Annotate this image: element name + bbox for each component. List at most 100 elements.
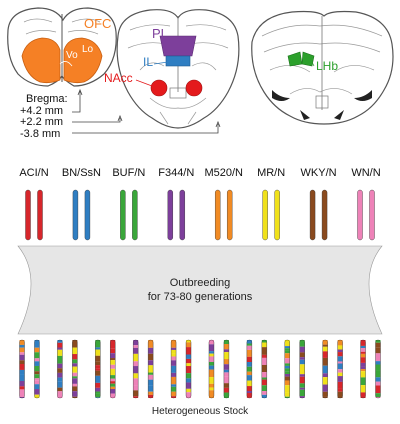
- brain-section-posterior: [251, 10, 394, 125]
- hs-chromosome-segment: [133, 366, 139, 374]
- hs-chromosome-segment: [337, 369, 343, 373]
- hs-chromosome-segment: [19, 386, 25, 390]
- hs-chromosome-segment: [284, 353, 290, 359]
- hs-chromosome-segment: [72, 359, 78, 364]
- hs-chromosome-segment: [223, 387, 229, 393]
- hs-chromosome-segment: [360, 377, 366, 386]
- hs-chromosome-segment: [110, 378, 116, 382]
- hs-chromosome-segment: [360, 385, 366, 393]
- nacc-region-right: [185, 79, 203, 97]
- strain-chromosome: [84, 189, 91, 241]
- ofc-region-left: [21, 37, 61, 84]
- hs-chromosome-segment: [57, 372, 63, 378]
- strain-label: F344/N: [158, 167, 194, 179]
- strain-chromosome: [369, 189, 375, 241]
- hs-chromosome-segment: [186, 340, 192, 343]
- pl-label: PL: [152, 26, 168, 41]
- hs-chromosome-segment: [57, 387, 63, 392]
- lo-label: Lo: [82, 44, 94, 55]
- hs-chromosome-segment: [322, 391, 328, 397]
- hs-chromosome-segment: [360, 348, 366, 352]
- hs-chromosome-segment: [360, 362, 366, 367]
- lhb-label: LHb: [316, 59, 338, 73]
- hs-chromosome: [110, 339, 116, 399]
- hs-chromosome-segment: [57, 347, 63, 350]
- hs-chromosome-segment: [110, 358, 116, 361]
- hs-chromosome-segment: [375, 377, 381, 382]
- hs-chromosome-segment: [322, 357, 328, 366]
- hs-chromosome-segment: [246, 340, 252, 344]
- hs-chromosome-segment: [72, 354, 78, 360]
- hs-chromosome-segment: [72, 376, 78, 379]
- hs-chromosome-segment: [208, 390, 214, 398]
- hs-chromosome-segment: [337, 388, 343, 392]
- hs-chromosome-segment: [375, 397, 381, 398]
- hs-chromosome: [246, 339, 253, 399]
- strain-chromosome: [274, 189, 280, 241]
- hs-chromosome-segment: [223, 352, 229, 360]
- hs-chromosome-segment: [148, 379, 154, 386]
- hs-chromosome-segment: [95, 361, 101, 366]
- hs-chromosome: [57, 339, 63, 399]
- hs-chromosome-segment: [110, 393, 116, 398]
- hs-chromosome-segment: [246, 362, 252, 367]
- hs-chromosome-segment: [148, 374, 154, 380]
- hs-chromosome: [208, 339, 215, 399]
- strain-label: BUF/N: [112, 167, 145, 179]
- hs-chromosome-segment: [110, 386, 116, 389]
- hs-chromosome-segment: [186, 382, 192, 389]
- hs-chromosome-segment: [171, 386, 177, 392]
- brain-section-frontal: [7, 7, 117, 87]
- hs-chromosome-segment: [299, 364, 305, 371]
- hs-chromosome-segment: [19, 369, 25, 375]
- hs-chromosome-segment: [110, 342, 116, 349]
- hs-chromosome-segment: [148, 340, 154, 348]
- hs-chromosome-segment: [34, 352, 40, 359]
- hs-chromosome-segment: [34, 347, 40, 353]
- strain-label: WKY/N: [301, 167, 337, 179]
- hs-chromosome-segment: [299, 396, 305, 398]
- hs-chromosome-segment: [110, 388, 116, 394]
- hs-chromosome-segment: [337, 376, 343, 382]
- hs-chromosome-segment: [284, 368, 290, 372]
- hs-chromosome-segment: [261, 391, 267, 395]
- hs-chromosome-segment: [223, 372, 229, 377]
- hs-chromosome-outline: [223, 339, 230, 399]
- hs-chromosome: [147, 339, 154, 399]
- hs-chromosome-segment: [171, 347, 177, 350]
- hs-chromosome-segment: [133, 390, 139, 397]
- hs-chromosome-segment: [95, 393, 101, 398]
- hs-chromosome-segment: [110, 340, 116, 343]
- hs-chromosome-segment: [57, 368, 63, 373]
- hs-chromosome-segment: [246, 386, 252, 392]
- bregma-level-3: -3.8 mm: [20, 128, 60, 140]
- hs-chromosome-segment: [284, 346, 290, 349]
- hs-chromosome-segment: [57, 340, 63, 343]
- hs-chromosome-segment: [223, 369, 229, 373]
- hs-chromosome-segment: [246, 366, 252, 372]
- hs-chromosome-segment: [95, 340, 101, 348]
- brain-sections: OFC Vo Lo PL IL NAcc LHb: [7, 7, 394, 129]
- hs-chromosome-segment: [186, 373, 192, 379]
- strain-label: M520/N: [204, 167, 243, 179]
- strain-chromosome: [25, 189, 31, 241]
- hs-chromosome-segment: [299, 383, 305, 388]
- hs-chromosome-segment: [261, 394, 267, 398]
- hs-chromosome-segment: [19, 354, 25, 361]
- hs-chromosome-segment: [375, 370, 381, 378]
- hs-chromosome-segment: [337, 391, 343, 398]
- hs-chromosome-segment: [284, 348, 290, 351]
- hs-chromosome-segment: [208, 369, 214, 378]
- hs-chromosome: [95, 339, 101, 399]
- hs-chromosome: [170, 339, 177, 399]
- hs-chromosome: [132, 339, 139, 399]
- hs-chromosome-segment: [284, 385, 290, 393]
- strain-chromosome: [262, 189, 268, 241]
- hs-chromosome-segment: [57, 342, 63, 348]
- hs-chromosome-segment: [95, 365, 101, 369]
- hs-chromosome-segment: [375, 340, 381, 343]
- founder-strains: ACI/N BN/SsN BUF/N F344/N M520/N MR/N WKY/N WN/…: [19, 167, 381, 241]
- hs-chromosome-segment: [95, 370, 101, 376]
- hs-chromosome-segment: [95, 382, 101, 388]
- hs-chromosome-outline: [322, 339, 328, 399]
